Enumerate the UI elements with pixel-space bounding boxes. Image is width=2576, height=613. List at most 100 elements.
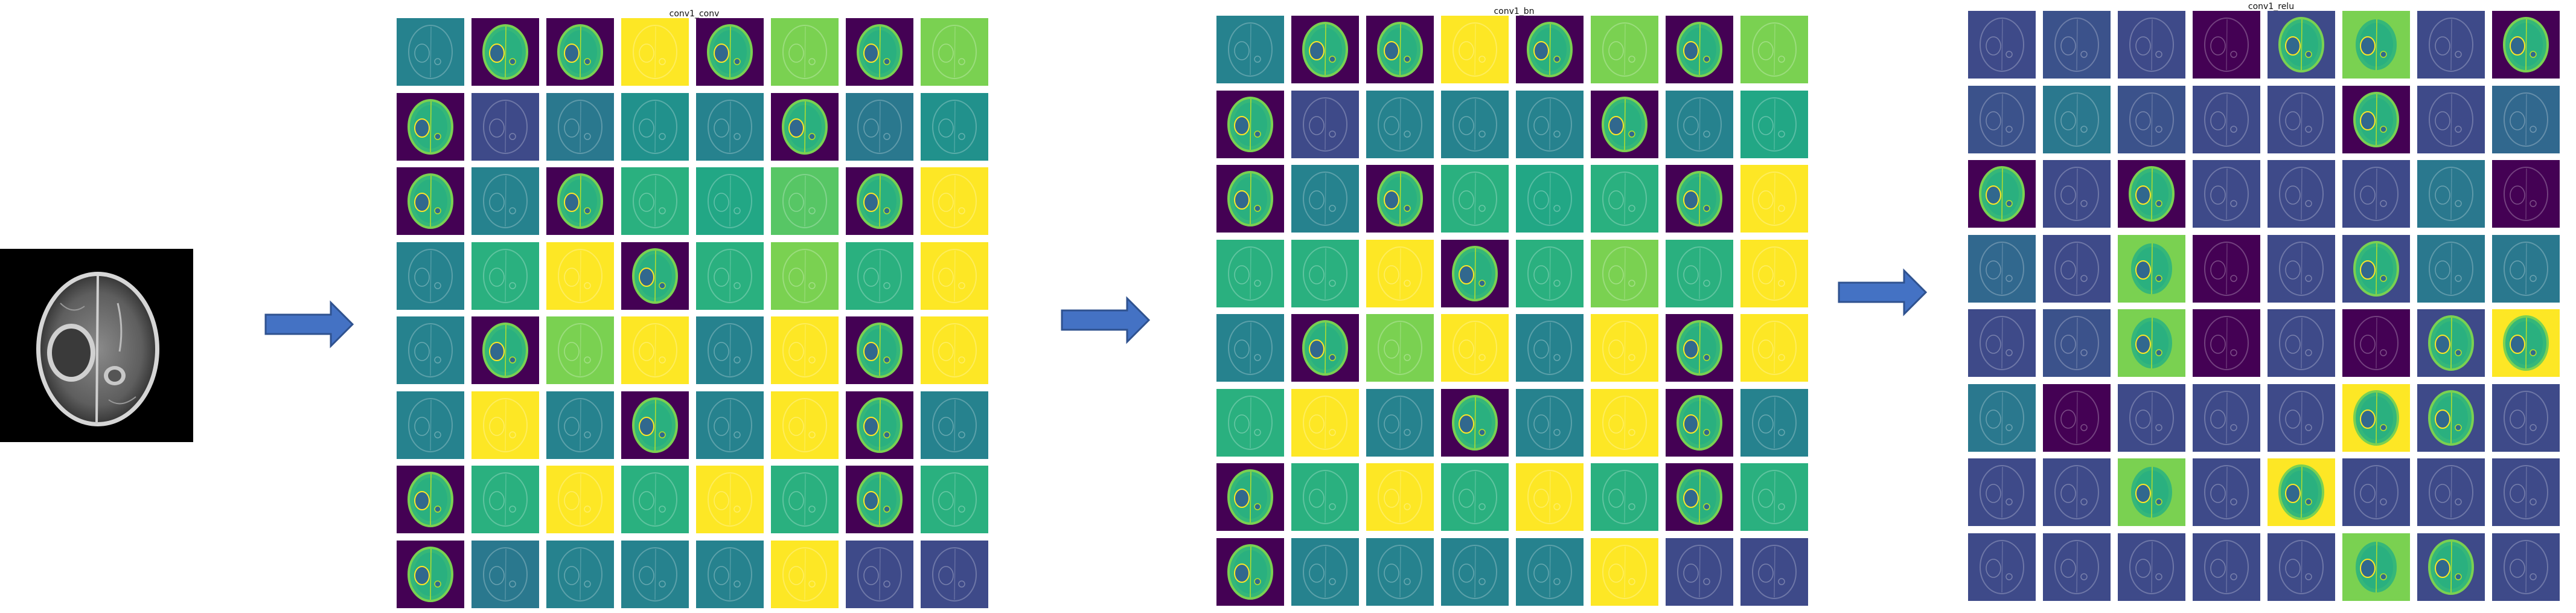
feature-map-tile	[1968, 458, 2036, 526]
feature-map-tile	[621, 391, 689, 459]
feature-map-tile	[2492, 458, 2560, 526]
arrow-icon	[1061, 296, 1151, 344]
feature-map-tile	[2417, 309, 2485, 377]
feature-map-tile	[771, 391, 839, 459]
feature-map-tile	[1216, 314, 1284, 382]
feature-map-tile	[696, 18, 764, 86]
feature-map-tile	[1740, 388, 1808, 457]
arrow-icon	[264, 300, 354, 348]
feature-map-tile	[2043, 160, 2111, 228]
feature-map-tile	[1666, 16, 1733, 83]
feature-map-tile	[846, 316, 913, 384]
feature-map-tile	[1366, 463, 1434, 531]
feature-map-tile	[621, 92, 689, 161]
feature-map-tile	[2268, 309, 2335, 377]
feature-map-tile	[1516, 165, 1584, 233]
feature-map-tile	[471, 466, 539, 533]
feature-map-tile	[2268, 160, 2335, 228]
feature-map-tile	[471, 92, 539, 161]
feature-map-tile	[2342, 309, 2410, 377]
feature-map-tile	[1291, 314, 1359, 382]
feature-map-tile	[2492, 85, 2560, 153]
feature-map-tile	[471, 391, 539, 459]
feature-map-tile	[1740, 314, 1808, 382]
feature-map-tile	[1968, 384, 2036, 452]
feature-map-tile	[2193, 11, 2260, 79]
feature-map-tile	[2268, 458, 2335, 526]
feature-map-tile	[771, 18, 839, 86]
feature-map-tile	[397, 92, 464, 161]
feature-map-tile	[2342, 384, 2410, 452]
feature-map-tile	[1968, 234, 2036, 303]
feature-map-tile	[2118, 160, 2185, 228]
feature-map-tile	[2193, 384, 2260, 452]
feature-map-tile	[771, 316, 839, 384]
feature-map-tile	[1216, 239, 1284, 307]
feature-map-tile	[1291, 463, 1359, 531]
feature-map-tile	[2492, 234, 2560, 303]
feature-map-tile	[546, 242, 614, 310]
feature-map-tile	[1740, 16, 1808, 83]
feature-map-tile	[2268, 533, 2335, 601]
feature-map-tile	[1591, 463, 1658, 531]
feature-map-tile	[2268, 234, 2335, 303]
feature-map-tile	[696, 316, 764, 384]
feature-map-tile	[546, 92, 614, 161]
feature-map-tile	[1441, 165, 1509, 233]
feature-map-tile	[1968, 85, 2036, 153]
feature-map-tile	[1441, 239, 1509, 307]
feature-map-tile	[771, 167, 839, 235]
feature-map-tile	[546, 466, 614, 533]
feature-map-tile	[2342, 533, 2410, 601]
feature-map-tile	[2417, 384, 2485, 452]
feature-map-tile	[2193, 85, 2260, 153]
feature-map-tile	[1666, 314, 1733, 382]
feature-map-tile	[2417, 234, 2485, 303]
feature-map-tile	[846, 18, 913, 86]
feature-map-tile	[2193, 234, 2260, 303]
feature-map-tile	[1441, 388, 1509, 457]
feature-map-tile	[1291, 165, 1359, 233]
feature-map-tile	[2342, 85, 2410, 153]
feature-map-tile	[1291, 90, 1359, 158]
feature-map-tile	[2417, 533, 2485, 601]
feature-map-tile	[2268, 384, 2335, 452]
feature-map-tile	[846, 391, 913, 459]
feature-map-tile	[846, 92, 913, 161]
feature-map-tile	[921, 316, 988, 384]
feature-map-tile	[771, 92, 839, 161]
input-mri-image	[0, 249, 193, 442]
feature-map-tile	[2417, 458, 2485, 526]
feature-map-tile	[1591, 90, 1658, 158]
feature-map-tile	[696, 92, 764, 161]
feature-map-tile	[2492, 309, 2560, 377]
feature-map-tile	[397, 18, 464, 86]
feature-map-tile	[1516, 90, 1584, 158]
feature-map-tile	[2118, 11, 2185, 79]
feature-map-tile	[621, 167, 689, 235]
feature-map-tile	[846, 466, 913, 533]
feature-map-tile	[1516, 463, 1584, 531]
feature-map-tile	[2193, 533, 2260, 601]
feature-map-tile	[921, 540, 988, 608]
feature-map-tile	[921, 18, 988, 86]
feature-map-tile	[2193, 458, 2260, 526]
feature-map-tile	[1366, 388, 1434, 457]
feature-map-tile	[2342, 234, 2410, 303]
feature-map-tile	[621, 316, 689, 384]
feature-map-tile	[397, 167, 464, 235]
feature-map-tile	[471, 316, 539, 384]
feature-map-tile	[696, 242, 764, 310]
panel-title: conv1_conv	[669, 9, 720, 19]
feature-map-tile	[397, 242, 464, 310]
feature-map-tile	[1291, 239, 1359, 307]
feature-map-tile	[1740, 538, 1808, 606]
feature-map-tile	[2043, 384, 2111, 452]
feature-map-tile	[2043, 309, 2111, 377]
feature-map-tile	[921, 242, 988, 310]
feature-map-tile	[621, 540, 689, 608]
feature-map-tile	[1441, 90, 1509, 158]
feature-map-tile	[2417, 160, 2485, 228]
feature-map-tile	[1291, 388, 1359, 457]
